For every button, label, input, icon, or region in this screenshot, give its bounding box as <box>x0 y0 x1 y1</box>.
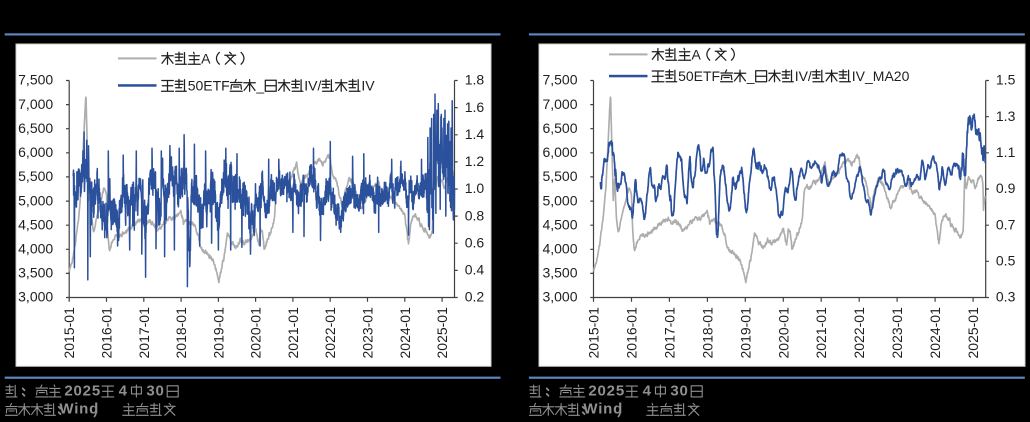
svg-text:1.8: 1.8 <box>465 72 485 88</box>
svg-text:2025: 2025 <box>64 382 101 399</box>
svg-text:2016-01: 2016-01 <box>99 307 115 359</box>
svg-text:2020-01: 2020-01 <box>248 307 264 359</box>
svg-text:0.6: 0.6 <box>465 234 485 250</box>
svg-text:1.1: 1.1 <box>996 144 1016 160</box>
svg-text:1.3: 1.3 <box>996 108 1016 124</box>
svg-text:2018-01: 2018-01 <box>173 307 189 359</box>
svg-text:2025-01: 2025-01 <box>965 307 981 359</box>
svg-text:2024-01: 2024-01 <box>397 307 413 359</box>
svg-text:5,500: 5,500 <box>542 168 577 184</box>
svg-text:1.4: 1.4 <box>465 126 485 142</box>
svg-text:2020-01: 2020-01 <box>775 307 791 359</box>
svg-text:0.3: 0.3 <box>996 289 1016 305</box>
svg-text:4,000: 4,000 <box>18 241 53 257</box>
svg-text:4,000: 4,000 <box>542 241 577 257</box>
svg-text:0.5: 0.5 <box>996 253 1016 269</box>
svg-text:2016-01: 2016-01 <box>624 307 640 359</box>
svg-text:7,500: 7,500 <box>18 72 53 88</box>
svg-text:2017-01: 2017-01 <box>661 307 677 359</box>
svg-text:Wind: Wind <box>59 401 99 418</box>
svg-text:7,500: 7,500 <box>542 72 577 88</box>
svg-text:2017-01: 2017-01 <box>136 307 152 359</box>
svg-text:2015-01: 2015-01 <box>586 307 602 359</box>
svg-text:_: _ <box>746 68 755 84</box>
svg-text:0.8: 0.8 <box>465 207 485 223</box>
svg-text:4: 4 <box>643 382 652 399</box>
svg-text:IV/: IV/ <box>795 68 812 84</box>
svg-text:4: 4 <box>119 382 128 399</box>
svg-text:IV/: IV/ <box>304 78 321 94</box>
svg-text:2023-01: 2023-01 <box>889 307 905 359</box>
svg-text:2021-01: 2021-01 <box>285 307 301 359</box>
svg-text:2025-01: 2025-01 <box>434 307 450 359</box>
svg-text:1.5: 1.5 <box>996 72 1016 88</box>
svg-text:4,500: 4,500 <box>18 216 53 232</box>
svg-text:IV_MA20: IV_MA20 <box>852 68 910 84</box>
svg-text:1.2: 1.2 <box>465 153 485 169</box>
svg-text:2025: 2025 <box>588 382 625 399</box>
svg-text:2021-01: 2021-01 <box>813 307 829 359</box>
svg-text:30: 30 <box>670 382 688 399</box>
svg-text:7,000: 7,000 <box>542 96 577 112</box>
svg-text:2019-01: 2019-01 <box>210 307 226 359</box>
svg-text:6,500: 6,500 <box>542 120 577 136</box>
svg-text:0.2: 0.2 <box>465 289 485 305</box>
svg-text:5,500: 5,500 <box>18 168 53 184</box>
svg-text:30: 30 <box>146 382 164 399</box>
svg-text:3,000: 3,000 <box>18 289 53 305</box>
svg-text:3,500: 3,500 <box>542 265 577 281</box>
svg-text:4,500: 4,500 <box>542 216 577 232</box>
svg-text:A: A <box>201 51 211 67</box>
svg-text:1.6: 1.6 <box>465 99 485 115</box>
svg-text:2019-01: 2019-01 <box>737 307 753 359</box>
svg-text:3,000: 3,000 <box>542 289 577 305</box>
svg-text:1.0: 1.0 <box>465 180 485 196</box>
svg-text:2022-01: 2022-01 <box>322 307 338 359</box>
svg-text:5,000: 5,000 <box>18 192 53 208</box>
svg-text:A: A <box>692 47 702 63</box>
svg-text:2018-01: 2018-01 <box>699 307 715 359</box>
svg-text:2023-01: 2023-01 <box>360 307 376 359</box>
svg-text:6,000: 6,000 <box>18 144 53 160</box>
svg-text:5,000: 5,000 <box>542 192 577 208</box>
svg-text:2015-01: 2015-01 <box>61 307 77 359</box>
svg-text:6,500: 6,500 <box>18 120 53 136</box>
svg-text:6,000: 6,000 <box>542 144 577 160</box>
svg-text:_: _ <box>255 78 264 94</box>
svg-text:0.4: 0.4 <box>465 262 485 278</box>
svg-text:IV: IV <box>361 78 375 94</box>
svg-text:0.7: 0.7 <box>996 216 1016 232</box>
svg-text:2022-01: 2022-01 <box>851 307 867 359</box>
svg-text:50ETF: 50ETF <box>188 78 230 94</box>
svg-text:3,500: 3,500 <box>18 265 53 281</box>
svg-text:50ETF: 50ETF <box>678 68 720 84</box>
svg-text:2024-01: 2024-01 <box>927 307 943 359</box>
svg-text:Wind: Wind <box>583 401 623 418</box>
svg-text:0.9: 0.9 <box>996 180 1016 196</box>
svg-text:7,000: 7,000 <box>18 96 53 112</box>
